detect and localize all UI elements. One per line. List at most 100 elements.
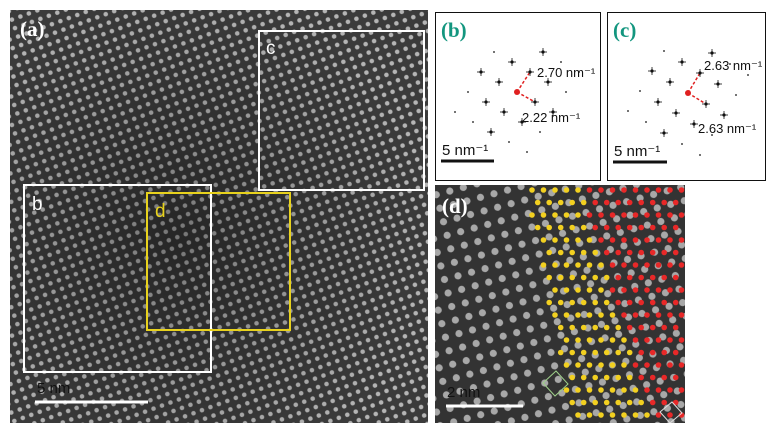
atom-marker	[638, 250, 644, 256]
atom-marker	[592, 275, 598, 281]
atom-marker	[615, 300, 621, 306]
atom-marker	[569, 250, 575, 256]
atom-marker	[673, 225, 679, 231]
diffraction-spot	[639, 90, 641, 92]
atom-marker	[644, 262, 650, 268]
atom-marker	[592, 375, 598, 381]
annotation: 2.63 nm⁻¹	[698, 121, 757, 136]
atom-marker	[661, 300, 667, 306]
diffraction-spot	[493, 51, 495, 53]
atom-marker	[661, 200, 667, 206]
atom-marker	[679, 187, 685, 193]
atom-marker	[604, 250, 610, 256]
atom-marker	[633, 212, 639, 218]
atom-marker	[604, 350, 610, 356]
atom-marker	[587, 187, 593, 193]
diffraction-spot	[735, 94, 737, 96]
atom-marker	[558, 225, 564, 231]
atom-marker	[546, 275, 552, 281]
atom-marker	[661, 375, 667, 381]
atom-marker	[615, 400, 621, 406]
atom-marker	[581, 400, 587, 406]
atom-marker	[615, 350, 621, 356]
atom-marker	[656, 187, 662, 193]
atom-marker	[656, 312, 662, 318]
atom-marker	[621, 362, 627, 368]
atom-marker	[621, 312, 627, 318]
atom-marker	[575, 387, 581, 393]
atom-marker	[667, 362, 673, 368]
atom-marker	[673, 200, 679, 206]
atom-marker	[604, 400, 610, 406]
diffraction-spot	[578, 71, 580, 73]
atom-marker	[581, 200, 587, 206]
panel-b: (b) 2.70 nm⁻¹ 2.22 nm⁻¹ 5 nm⁻¹	[436, 13, 601, 181]
atom-marker	[627, 300, 633, 306]
atom-marker	[558, 200, 564, 206]
atom-marker	[569, 325, 575, 331]
atom-marker	[673, 275, 679, 281]
atom-marker	[587, 412, 593, 418]
diffraction-spot	[467, 91, 469, 93]
panel-label: (d)	[442, 194, 468, 218]
atom-marker	[604, 375, 610, 381]
atom-marker	[581, 300, 587, 306]
atom-marker	[633, 237, 639, 243]
center-spot	[514, 89, 520, 95]
atom-marker	[610, 237, 616, 243]
atom-marker	[598, 237, 604, 243]
panel-label: (b)	[441, 18, 467, 42]
atom-marker	[575, 362, 581, 368]
atom-marker	[558, 325, 564, 331]
atom-marker	[558, 350, 564, 356]
atom-marker	[581, 250, 587, 256]
atom-marker	[650, 250, 656, 256]
atom-marker	[541, 262, 547, 268]
atom-marker	[575, 262, 581, 268]
atom-marker	[610, 362, 616, 368]
atom-marker	[679, 312, 685, 318]
atom-marker	[546, 250, 552, 256]
atom-marker	[661, 225, 667, 231]
panel-label: (a)	[20, 17, 45, 41]
atom-marker	[673, 325, 679, 331]
atom-marker	[667, 287, 673, 293]
scale-bar-label: 5 nm⁻¹	[442, 142, 488, 159]
atom-marker	[615, 200, 621, 206]
atom-marker	[581, 350, 587, 356]
atom-marker	[627, 350, 633, 356]
atom-marker	[598, 412, 604, 418]
atom-marker	[587, 262, 593, 268]
atom-marker	[569, 400, 575, 406]
atom-marker	[644, 337, 650, 343]
atom-marker	[667, 337, 673, 343]
atom-marker	[656, 362, 662, 368]
atom-marker	[564, 212, 570, 218]
atom-marker	[627, 275, 633, 281]
diffraction-spot	[645, 121, 647, 123]
atom-marker	[644, 287, 650, 293]
atom-marker	[615, 375, 621, 381]
atom-marker	[633, 262, 639, 268]
atom-marker	[610, 187, 616, 193]
atom-marker	[621, 212, 627, 218]
atom-marker	[598, 287, 604, 293]
atom-marker	[627, 200, 633, 206]
diffraction-spot	[729, 63, 731, 65]
scale-bar-label: 5 nm⁻¹	[614, 143, 660, 160]
atom-marker	[598, 362, 604, 368]
atom-marker	[575, 287, 581, 293]
atom-marker	[592, 300, 598, 306]
annotation: 2.63 nm⁻¹	[704, 58, 763, 73]
atom-marker	[679, 387, 685, 393]
atom-marker	[650, 375, 656, 381]
atom-marker	[610, 412, 616, 418]
atom-marker	[633, 387, 639, 393]
atom-marker	[529, 212, 535, 218]
atom-marker	[679, 337, 685, 343]
atom-marker	[604, 225, 610, 231]
atom-marker	[679, 287, 685, 293]
atom-marker	[569, 275, 575, 281]
atom-marker	[673, 350, 679, 356]
atom-marker	[621, 187, 627, 193]
